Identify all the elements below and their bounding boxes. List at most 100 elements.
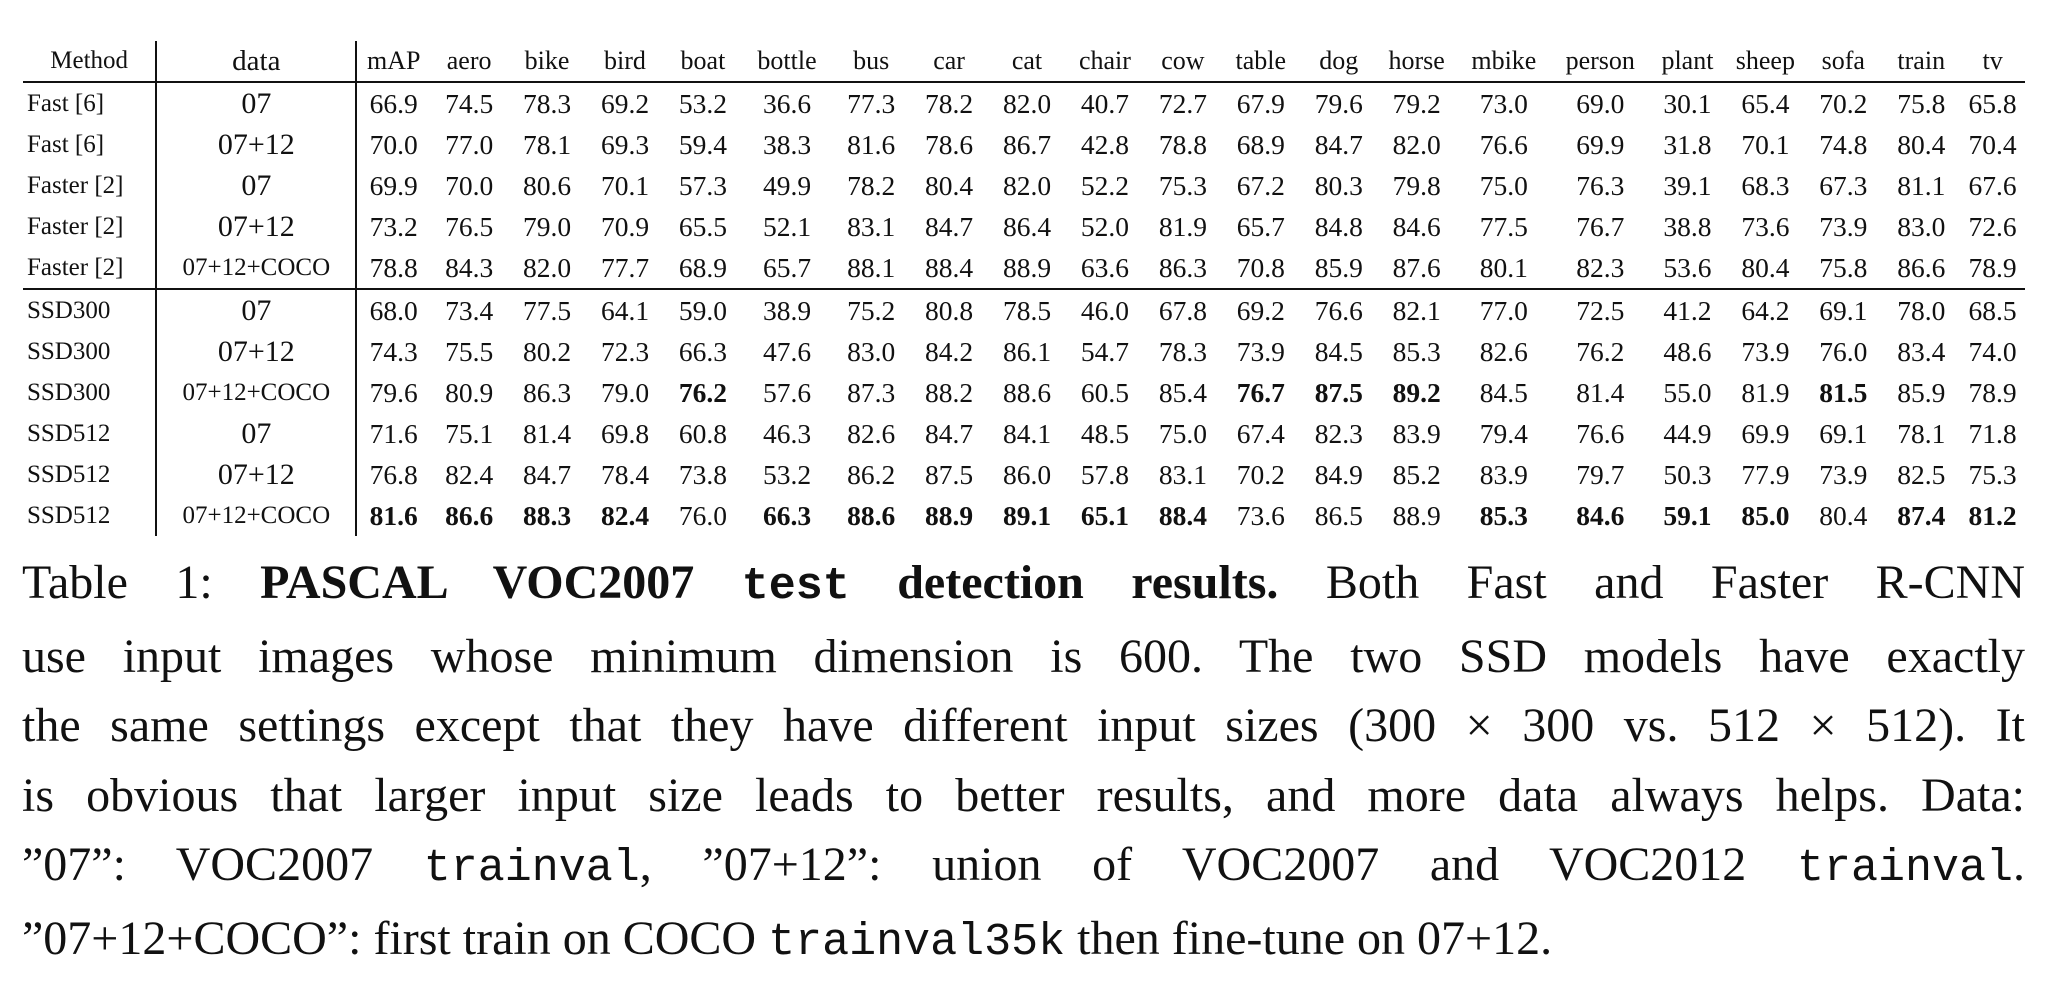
ap-cell: 83.9 [1479,458,1528,490]
ap-cell: 74.0 [1968,335,2017,367]
ap-cell: 79.0 [600,376,650,408]
ap-cell: 89.1 [1002,499,1052,531]
ap-cell: 60.5 [1080,376,1129,408]
ap-cell: 78.4 [600,458,650,490]
ap-cell: 80.9 [445,376,494,408]
ap-cell: 74.8 [1819,128,1868,160]
column-header: dog [1299,41,1378,83]
ap-cell: 73.6 [1236,499,1285,531]
results-table: Method data mAP aero bike bird boat bottle bus ca… [23,41,2025,536]
ap-cell: 84.5 [1479,376,1528,408]
ap-cell: 70.0 [445,169,494,201]
ap-cell: 75.1 [445,417,494,449]
caption-line: the same settings except that they have … [22,699,2025,752]
ap-cell: 72.3 [600,335,650,367]
ap-cell: 83.4 [1897,335,1946,367]
ap-cell: 36.6 [762,87,812,119]
method-cell: Fast [6] [27,89,105,117]
ap-cell: 80.4 [1897,128,1946,160]
column-header: table [1221,41,1300,83]
ap-cell: 67.8 [1158,294,1207,326]
ap-cell: 84.3 [430,247,509,290]
table-row: SSD300 07 68.0 73.4 77.5 64.1 59.0 38.9 75.2 80.8… [23,289,2025,331]
ap-cell: 78.3 [523,87,572,119]
ap-cell: 76.0 [1819,335,1868,367]
ap-cell: 40.7 [1080,87,1129,119]
ap-cell: 69.9 [1741,417,1790,449]
ap-cell: 88.3 [523,499,572,531]
ap-cell: 70.9 [600,210,650,242]
ap-cell: 73.8 [678,458,727,490]
ap-cell: 87.5 [1314,376,1363,408]
ap-cell: 87.5 [925,458,974,490]
ap-cell: 57.8 [1080,458,1129,490]
ap-cell: 74.5 [445,87,494,119]
column-header: chair [1065,41,1144,83]
ap-cell: 77.0 [445,128,494,160]
ap-cell: 76.6 [1314,294,1363,326]
ap-cell: 86.3 [523,376,572,408]
ap-cell: 79.4 [1479,417,1528,449]
ap-cell: 81.6 [847,128,896,160]
caption-text: ”07”: VOC2007 [22,838,424,891]
column-header: sheep [1726,41,1805,83]
data-cell: 07+12 [155,331,357,372]
column-header: data [155,41,357,83]
ap-cell: 80.8 [925,294,974,326]
ap-cell: 77.0 [1479,294,1528,326]
ap-cell: 76.7 [1236,376,1285,408]
ap-cell: 82.5 [1897,458,1946,490]
ap-cell: 72.7 [1158,87,1207,119]
map-cell: 71.6 [355,413,431,454]
caption-line: ”07+12+COCO”: first train on COCO trainv… [22,904,2025,978]
data-cell: 07+12+COCO [155,495,357,536]
ap-cell: 84.5 [1314,335,1363,367]
ap-cell: 81.4 [523,417,572,449]
method-cell: Faster [2] [23,247,157,290]
table-body: Fast [6] 07 66.9 74.5 78.3 69.2 53.2 36.6 77.3 78… [23,82,2025,536]
method-cell: SSD512 [27,501,111,529]
ap-cell: 75.0 [1158,417,1207,449]
caption-title-text-end: detection results. [849,556,1279,609]
ap-cell: 42.8 [1080,128,1129,160]
ap-cell: 84.7 [523,458,572,490]
ap-cell: 84.7 [1314,128,1363,160]
ap-cell: 52.1 [762,210,812,242]
ap-cell: 73.9 [1236,335,1285,367]
ap-cell: 31.8 [1663,128,1712,160]
ap-cell: 78.2 [925,87,974,119]
ap-cell: 78.9 [1960,247,2025,290]
ap-cell: 86.3 [1143,247,1222,290]
caption-title-text: PASCAL VOC2007 [260,556,742,609]
ap-cell: 69.2 [600,87,650,119]
ap-cell: 73.0 [1479,87,1528,119]
ap-cell: 69.2 [1236,294,1285,326]
ap-cell: 81.1 [1897,169,1946,201]
ap-cell: 41.2 [1663,294,1712,326]
ap-cell: 46.3 [762,417,812,449]
column-header: aero [430,41,509,83]
ap-cell: 79.7 [1576,458,1625,490]
ap-cell: 69.0 [1576,87,1625,119]
ap-cell: 77.5 [523,294,572,326]
ap-cell: 87.4 [1897,499,1946,531]
ap-cell: 86.7 [1002,128,1052,160]
ap-cell: 55.0 [1663,376,1712,408]
column-header: mAP [355,41,431,83]
table-row: SSD512 07+12 76.8 82.4 84.7 78.4 73.8 53.2 86.2 8… [23,454,2025,495]
ap-cell: 67.3 [1819,169,1868,201]
table-row: Fast [6] 07+12 70.0 77.0 78.1 69.3 59.4 38.3 81.… [23,124,2025,165]
ap-cell: 75.3 [1968,458,2017,490]
ap-cell: 59.0 [678,294,727,326]
ap-cell: 65.8 [1968,87,2017,119]
table-row: Faster [2] 07+12 73.2 76.5 79.0 70.9 65.5 52.1 8… [23,206,2025,247]
ap-cell: 48.6 [1663,335,1712,367]
ap-cell: 70.2 [1819,87,1868,119]
ap-cell: 88.6 [847,499,896,531]
map-cell: 74.3 [355,331,431,372]
column-header: bottle [741,41,833,83]
ap-cell: 73.9 [1741,335,1790,367]
ap-cell: 76.5 [445,210,494,242]
ap-cell: 79.2 [1392,87,1441,119]
ap-cell: 53.2 [762,458,812,490]
